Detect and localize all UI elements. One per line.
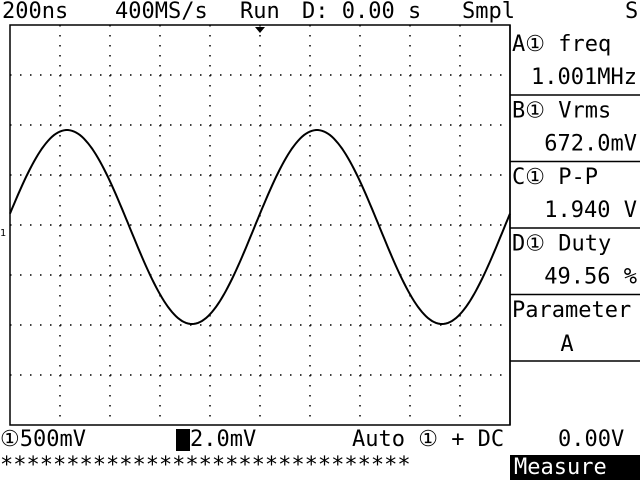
ch2-scale: 2.0mV xyxy=(190,427,256,452)
acquire-mode: Smpl xyxy=(462,0,515,24)
measure-value: 49.56 % xyxy=(544,265,637,290)
sample-rate: 400MS/s xyxy=(115,0,208,24)
trigger-level: 0.00V xyxy=(558,427,624,452)
parameter-label: Parameter xyxy=(512,298,631,323)
timebase: 200ns xyxy=(2,0,68,24)
ch1-ground-marker: 1 xyxy=(0,228,6,239)
trigger-status: S xyxy=(625,0,638,24)
graticule xyxy=(10,25,510,425)
measure-value: 1.940 V xyxy=(544,198,637,223)
measure-panel: A① freq 1.001MHz B① Vrms 672.0mV C① P-P 1.940… xyxy=(510,32,640,362)
menu-button[interactable]: Measure xyxy=(514,455,607,480)
ch2-icon xyxy=(176,429,190,451)
trigger-position-marker xyxy=(255,27,265,33)
waveform xyxy=(9,129,511,326)
trigger-setting: Auto ① + DC xyxy=(352,427,504,452)
menu-button-bg[interactable] xyxy=(510,455,640,480)
measure-label: D① Duty xyxy=(512,232,611,257)
ch1-scale: ①500mV xyxy=(0,427,86,452)
delay: D: 0.00 s xyxy=(302,0,421,24)
measure-label: B① Vrms xyxy=(512,99,611,124)
measure-label: A① freq xyxy=(512,32,611,57)
measure-value: 1.001MHz xyxy=(531,65,637,90)
measure-label: C① P-P xyxy=(512,165,598,190)
measure-value: 672.0mV xyxy=(544,132,637,157)
parameter-value: A xyxy=(560,332,573,357)
run-state: Run xyxy=(240,0,280,24)
status-line: ******************************* xyxy=(0,453,411,478)
